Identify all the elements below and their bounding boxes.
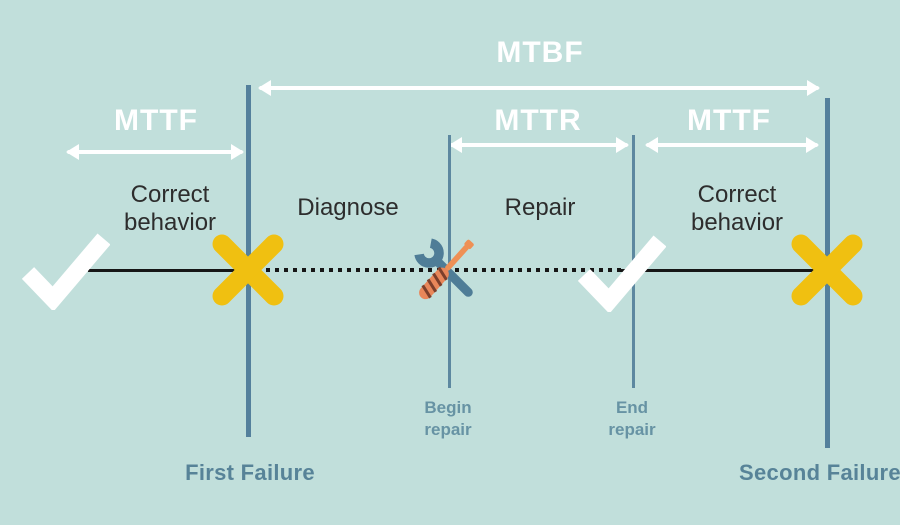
check-icon — [578, 235, 666, 312]
x-mark-icon-first-failure — [212, 234, 284, 306]
second-failure-label: Second Failure — [739, 460, 900, 485]
mttf-right-arrow — [645, 137, 819, 153]
tools-icon — [414, 238, 474, 300]
screwdriver-icon — [419, 239, 474, 300]
begin-repair-line — [448, 135, 451, 388]
phase-label-repair: Repair — [504, 194, 576, 221]
mttf-left-arrow — [66, 144, 244, 160]
timeline-solid-right — [618, 269, 827, 272]
timeline-dotted-downtime — [248, 268, 622, 272]
mtbf-arrow — [258, 80, 820, 96]
mttf-right-label: MTTF — [687, 104, 771, 137]
begin-repair-label: Begin repair — [424, 398, 472, 439]
timeline-solid-left — [88, 269, 248, 272]
end-repair-label: End repair — [608, 398, 656, 439]
check-icon — [22, 233, 110, 310]
mttr-arrow — [449, 137, 629, 153]
first-failure-label: First Failure — [185, 460, 315, 485]
mtbf-label: MTBF — [496, 36, 584, 69]
phase-label-diagnose: Diagnose — [297, 194, 399, 221]
x-mark-icon-second-failure — [791, 234, 863, 306]
phase-label-correct-right: Correct behavior — [690, 181, 784, 236]
mttf-left-label: MTTF — [114, 104, 198, 137]
mttr-label: MTTR — [494, 104, 582, 137]
phase-label-correct-left: Correct behavior — [123, 181, 217, 236]
